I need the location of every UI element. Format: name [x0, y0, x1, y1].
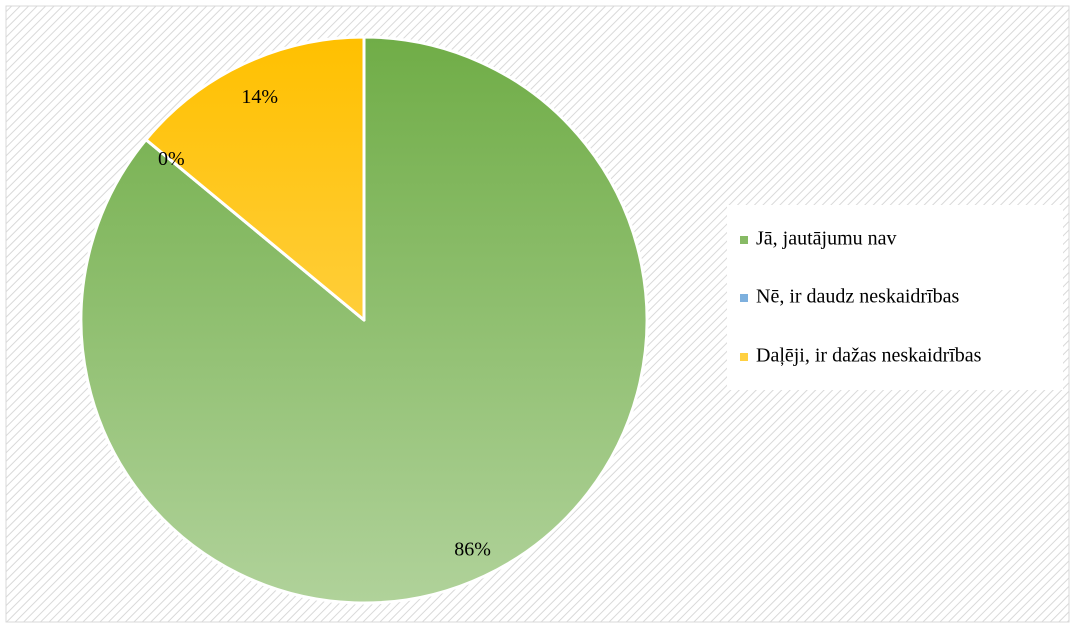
- legend-marker: [740, 236, 748, 244]
- legend-marker: [740, 294, 748, 302]
- pie-slice: [144, 35, 366, 322]
- legend-marker: [740, 353, 748, 361]
- legend-label: Daļēji, ir dažas neskaidrības: [756, 345, 982, 367]
- legend-box: [727, 205, 1063, 390]
- legend-label: Nē, ir daudz neskaidrības: [756, 286, 959, 308]
- data-label: 86%: [454, 538, 491, 560]
- data-label: 0%: [158, 148, 185, 170]
- legend-label: Jā, jautājumu nav: [756, 228, 897, 250]
- data-label: 14%: [241, 86, 278, 108]
